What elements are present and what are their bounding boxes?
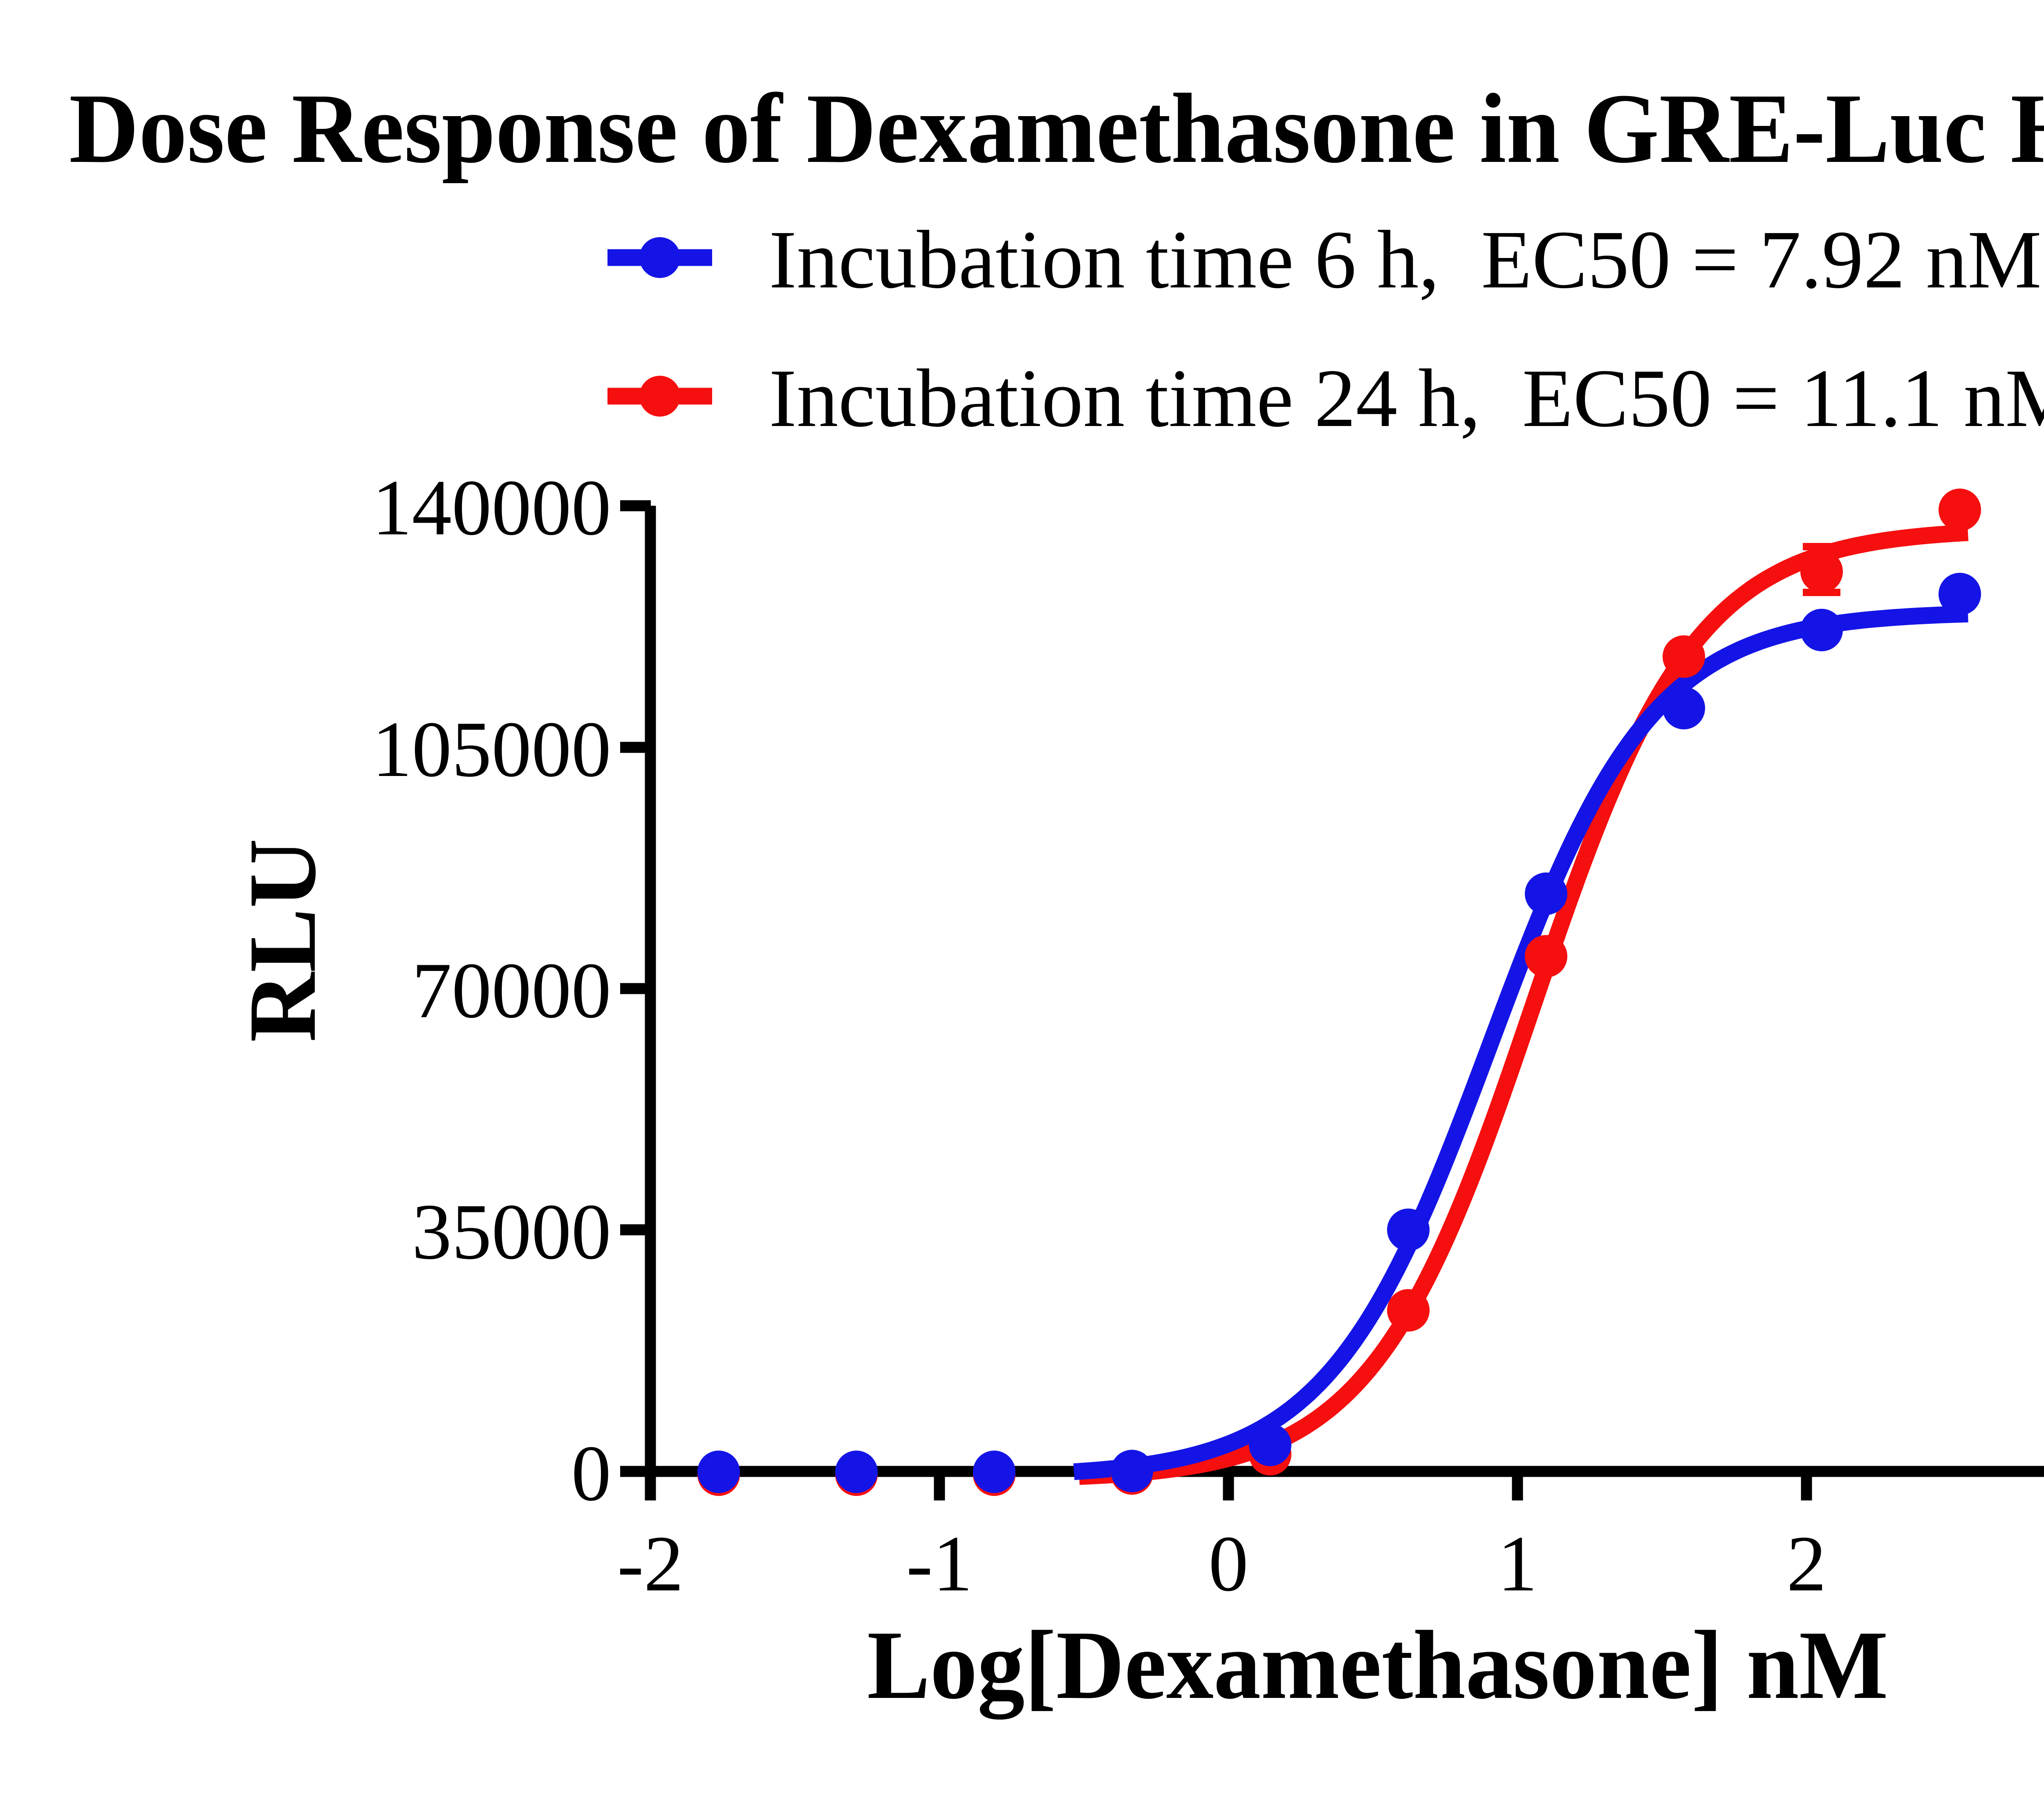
svg-text:1: 1	[1497, 1520, 1537, 1608]
svg-text:140000: 140000	[372, 464, 611, 552]
svg-text:Dose Response of Dexamethasone: Dose Response of Dexamethasone in GRE-Lu…	[69, 73, 2044, 184]
svg-text:-2: -2	[617, 1520, 684, 1608]
svg-text:70000: 70000	[412, 946, 612, 1035]
svg-text:105000: 105000	[372, 705, 611, 794]
svg-text:35000: 35000	[412, 1188, 612, 1276]
svg-text:RLU: RLU	[229, 839, 336, 1042]
svg-text:Incubation time 6 h, EC50 = 7: Incubation time 6 h, EC50 = 7.92 nM	[769, 213, 2042, 305]
svg-text:Log[Dexamethasone] nM: Log[Dexamethasone] nM	[867, 1610, 1888, 1720]
svg-text:Incubation time 24 h, EC50 =: Incubation time 24 h, EC50 = 11.1 nM	[769, 352, 2044, 444]
svg-text:0: 0	[1208, 1520, 1248, 1608]
svg-text:2: 2	[1786, 1520, 1827, 1608]
svg-text:-1: -1	[906, 1520, 973, 1608]
svg-text:0: 0	[572, 1429, 612, 1518]
